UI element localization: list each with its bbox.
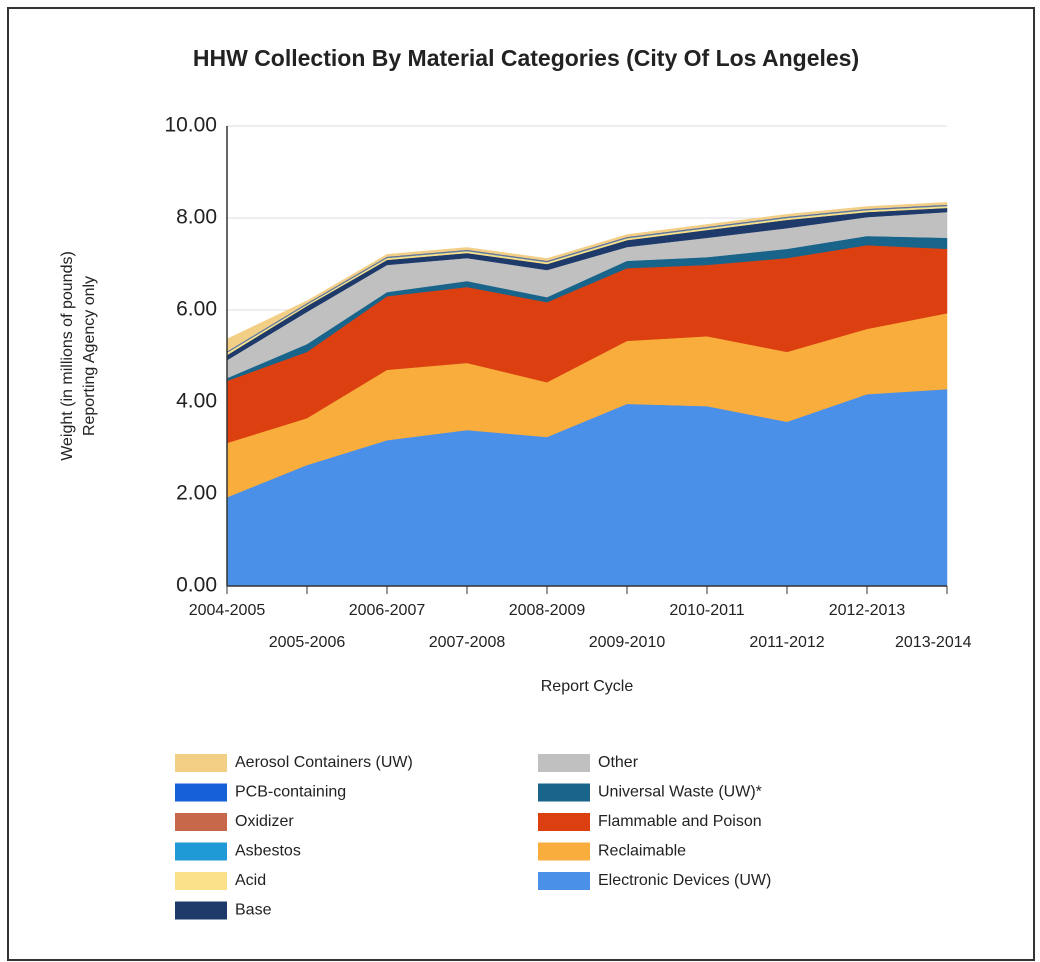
x-tick-label: 2006-2007 [349,602,426,619]
legend-label: Base [235,902,272,919]
legend-label: Aerosol Containers (UW) [235,754,413,771]
x-tick-label: 2008-2009 [509,602,586,619]
y-axis-title: Reporting Agency only [81,276,98,436]
legend-label: Reclaimable [598,843,686,860]
legend-label: Other [598,754,639,771]
x-tick-label: 2009-2010 [589,634,666,651]
x-tick-label: 2005-2006 [269,634,346,651]
legend-swatch [175,754,227,772]
y-tick-label: 6.00 [176,298,217,321]
x-axis-title: Report Cycle [541,678,634,695]
y-tick-label: 8.00 [176,206,217,229]
legend-swatch [175,813,227,831]
legend-swatch [538,783,590,802]
x-tick-label: 2010-2011 [669,602,744,619]
legend-label: Flammable and Poison [598,813,762,830]
legend-label: Asbestos [235,843,301,860]
legend-swatch [175,842,227,861]
x-tick-label: 2011-2012 [749,634,824,651]
legend-swatch [175,783,227,802]
y-tick-label: 2.00 [176,482,217,505]
legend-label: Electronic Devices (UW) [598,872,771,889]
legend-swatch [538,842,590,861]
y-tick-label: 0.00 [176,574,217,597]
y-tick-label: 10.00 [164,114,217,137]
chart-title: HHW Collection By Material Categories (C… [193,45,859,71]
legend-swatch [538,813,590,831]
x-tick-label: 2007-2008 [429,634,506,651]
x-tick-label: 2004-2005 [189,602,266,619]
x-tick-label: 2012-2013 [829,602,906,619]
legend-label: Universal Waste (UW)* [598,784,762,801]
legend-swatch [538,754,590,772]
area [226,202,948,352]
legend-label: PCB-containing [235,784,346,801]
legend-swatch [538,872,590,890]
legend-swatch [175,872,227,890]
legend-swatch [175,901,227,920]
y-tick-label: 4.00 [176,390,217,413]
x-tick-label: 2013-2014 [895,634,972,651]
legend-label: Oxidizer [235,813,294,830]
legend-label: Acid [235,872,266,889]
y-axis-title: Weight (in millions of pounds) [59,251,76,461]
